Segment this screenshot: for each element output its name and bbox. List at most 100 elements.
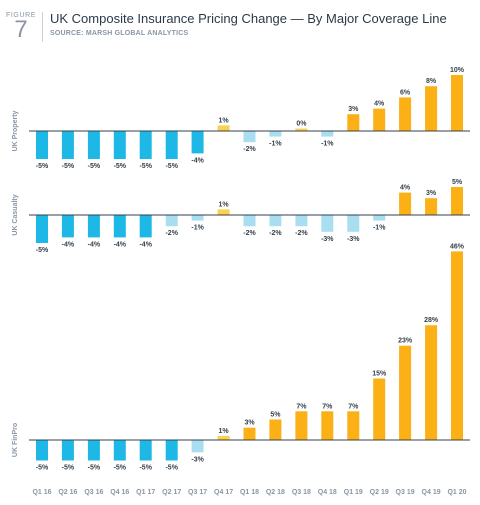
- bar-uk-casualty-12: [347, 215, 360, 232]
- x-tick-label-2: Q3 16: [84, 489, 103, 496]
- x-tick-label-15: Q4 19: [422, 489, 441, 496]
- bar-uk-casualty-0: [36, 215, 48, 243]
- data-label-uk-finpro-0: -5%: [36, 465, 49, 472]
- bar-uk-finpro-14: [399, 345, 412, 440]
- data-label-uk-casualty-5: -2%: [165, 230, 178, 237]
- data-label-uk-casualty-7: 1%: [219, 201, 230, 208]
- data-label-uk-finpro-13: 15%: [372, 371, 387, 378]
- x-tick-label-16: Q1 20: [447, 489, 466, 496]
- data-label-uk-property-8: -2%: [243, 146, 256, 153]
- bar-uk-finpro-11: [321, 411, 334, 440]
- data-label-uk-casualty-10: -2%: [295, 230, 308, 237]
- x-tick-label-4: Q1 17: [136, 489, 155, 496]
- chart-title: UK Composite Insurance Pricing Change — …: [50, 11, 447, 26]
- x-tick-label-13: Q2 19: [370, 489, 389, 496]
- x-tick-label-3: Q4 16: [110, 489, 129, 496]
- data-label-uk-property-7: 1%: [219, 117, 230, 124]
- data-label-uk-property-11: -1%: [321, 141, 334, 148]
- bar-uk-casualty-11: [321, 215, 334, 232]
- figure-divider: [42, 12, 43, 42]
- bar-uk-casualty-10: [295, 215, 308, 227]
- bar-uk-finpro-3: [113, 440, 126, 461]
- series-label-uk-property: UK Property: [12, 110, 19, 151]
- data-label-uk-casualty-0: -5%: [36, 247, 49, 254]
- data-label-uk-finpro-14: 23%: [398, 338, 413, 345]
- bar-uk-property-7: [217, 125, 230, 131]
- data-label-uk-property-10: 0%: [296, 121, 307, 128]
- bar-uk-casualty-1: [61, 215, 74, 238]
- bar-uk-property-8: [243, 131, 256, 143]
- bar-uk-finpro-6: [191, 440, 204, 453]
- x-tick-label-5: Q2 17: [162, 489, 181, 496]
- data-label-uk-finpro-5: -5%: [165, 465, 178, 472]
- bar-uk-property-4: [139, 131, 152, 159]
- bar-uk-finpro-9: [269, 419, 282, 440]
- bar-uk-property-0: [36, 131, 48, 159]
- bar-uk-casualty-16: [451, 187, 463, 215]
- bar-uk-finpro-7: [217, 435, 230, 440]
- data-label-uk-finpro-9: 5%: [270, 412, 281, 419]
- data-label-uk-finpro-4: -5%: [139, 465, 152, 472]
- data-label-uk-property-12: 3%: [348, 106, 359, 113]
- bar-uk-property-10: [295, 128, 308, 131]
- bar-uk-casualty-5: [165, 215, 178, 227]
- bar-uk-finpro-13: [373, 378, 386, 440]
- bar-uk-casualty-8: [243, 215, 256, 227]
- data-label-uk-casualty-15: 3%: [426, 190, 437, 197]
- data-label-uk-casualty-13: -1%: [373, 225, 386, 232]
- data-label-uk-property-1: -5%: [62, 163, 75, 170]
- data-label-uk-property-5: -5%: [165, 163, 178, 170]
- bar-uk-property-16: [451, 75, 463, 131]
- chart-source: SOURCE: MARSH GLOBAL ANALYTICS: [50, 30, 189, 37]
- bar-uk-property-11: [321, 131, 334, 137]
- bar-uk-finpro-0: [36, 440, 48, 461]
- data-label-uk-finpro-15: 28%: [424, 317, 439, 324]
- bar-uk-casualty-7: [217, 209, 230, 215]
- x-tick-label-8: Q1 18: [240, 489, 259, 496]
- x-tick-label-7: Q4 17: [214, 489, 233, 496]
- data-label-uk-casualty-16: 5%: [452, 179, 463, 186]
- data-label-uk-casualty-8: -2%: [243, 230, 256, 237]
- bar-uk-finpro-16: [451, 251, 463, 440]
- bar-uk-casualty-4: [139, 215, 152, 238]
- data-label-uk-property-9: -1%: [269, 141, 282, 148]
- data-label-uk-finpro-11: 7%: [322, 403, 333, 410]
- bar-uk-casualty-9: [269, 215, 282, 227]
- data-label-uk-property-15: 8%: [426, 78, 437, 85]
- data-label-uk-property-0: -5%: [36, 163, 49, 170]
- data-label-uk-casualty-1: -4%: [62, 241, 75, 248]
- figure-label: FIGURE 7: [6, 12, 37, 42]
- data-label-uk-property-4: -5%: [139, 163, 152, 170]
- bar-uk-finpro-10: [295, 411, 308, 440]
- data-label-uk-property-14: 6%: [400, 89, 411, 96]
- bar-uk-casualty-6: [191, 215, 204, 221]
- bar-uk-property-12: [347, 114, 360, 131]
- data-label-uk-finpro-6: -3%: [191, 456, 204, 463]
- figure-word: FIGURE: [6, 12, 37, 19]
- data-label-uk-finpro-1: -5%: [62, 465, 75, 472]
- bar-uk-property-3: [113, 131, 126, 159]
- data-label-uk-property-3: -5%: [114, 163, 127, 170]
- data-label-uk-finpro-16: 46%: [450, 243, 465, 250]
- data-label-uk-finpro-7: 1%: [219, 428, 230, 435]
- data-label-uk-casualty-4: -4%: [139, 241, 152, 248]
- data-label-uk-property-13: 4%: [374, 101, 385, 108]
- x-tick-label-11: Q4 18: [318, 489, 337, 496]
- x-tick-label-1: Q2 16: [58, 489, 77, 496]
- bar-uk-finpro-2: [87, 440, 100, 461]
- data-label-uk-casualty-14: 4%: [400, 185, 411, 192]
- data-label-uk-finpro-8: 3%: [244, 420, 255, 427]
- x-tick-label-6: Q3 17: [188, 489, 207, 496]
- bar-uk-finpro-8: [243, 427, 256, 440]
- x-tick-label-10: Q3 18: [292, 489, 311, 496]
- data-label-uk-casualty-2: -4%: [88, 241, 101, 248]
- bar-uk-finpro-4: [139, 440, 152, 461]
- data-label-uk-casualty-9: -2%: [269, 230, 282, 237]
- bar-uk-finpro-1: [61, 440, 74, 461]
- x-tick-label-9: Q2 18: [266, 489, 285, 496]
- data-label-uk-casualty-11: -3%: [321, 236, 334, 243]
- x-tick-label-14: Q3 19: [396, 489, 415, 496]
- bar-uk-property-9: [269, 131, 282, 137]
- series-label-uk-finpro: UK FinPro: [12, 423, 19, 457]
